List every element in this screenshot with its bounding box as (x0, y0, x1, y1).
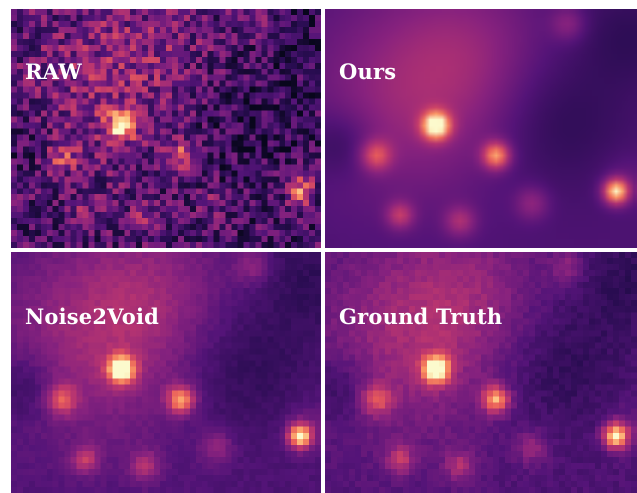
panel-noise2void: Noise2Void (11, 252, 321, 493)
raw-image (11, 9, 321, 248)
noise2void-image (11, 252, 321, 493)
panel-ground-truth: Ground Truth (325, 252, 637, 493)
ours-image (325, 9, 637, 248)
ground-truth-image (325, 252, 637, 493)
panel-ours: Ours (325, 9, 637, 248)
panel-raw: RAW (11, 9, 321, 248)
